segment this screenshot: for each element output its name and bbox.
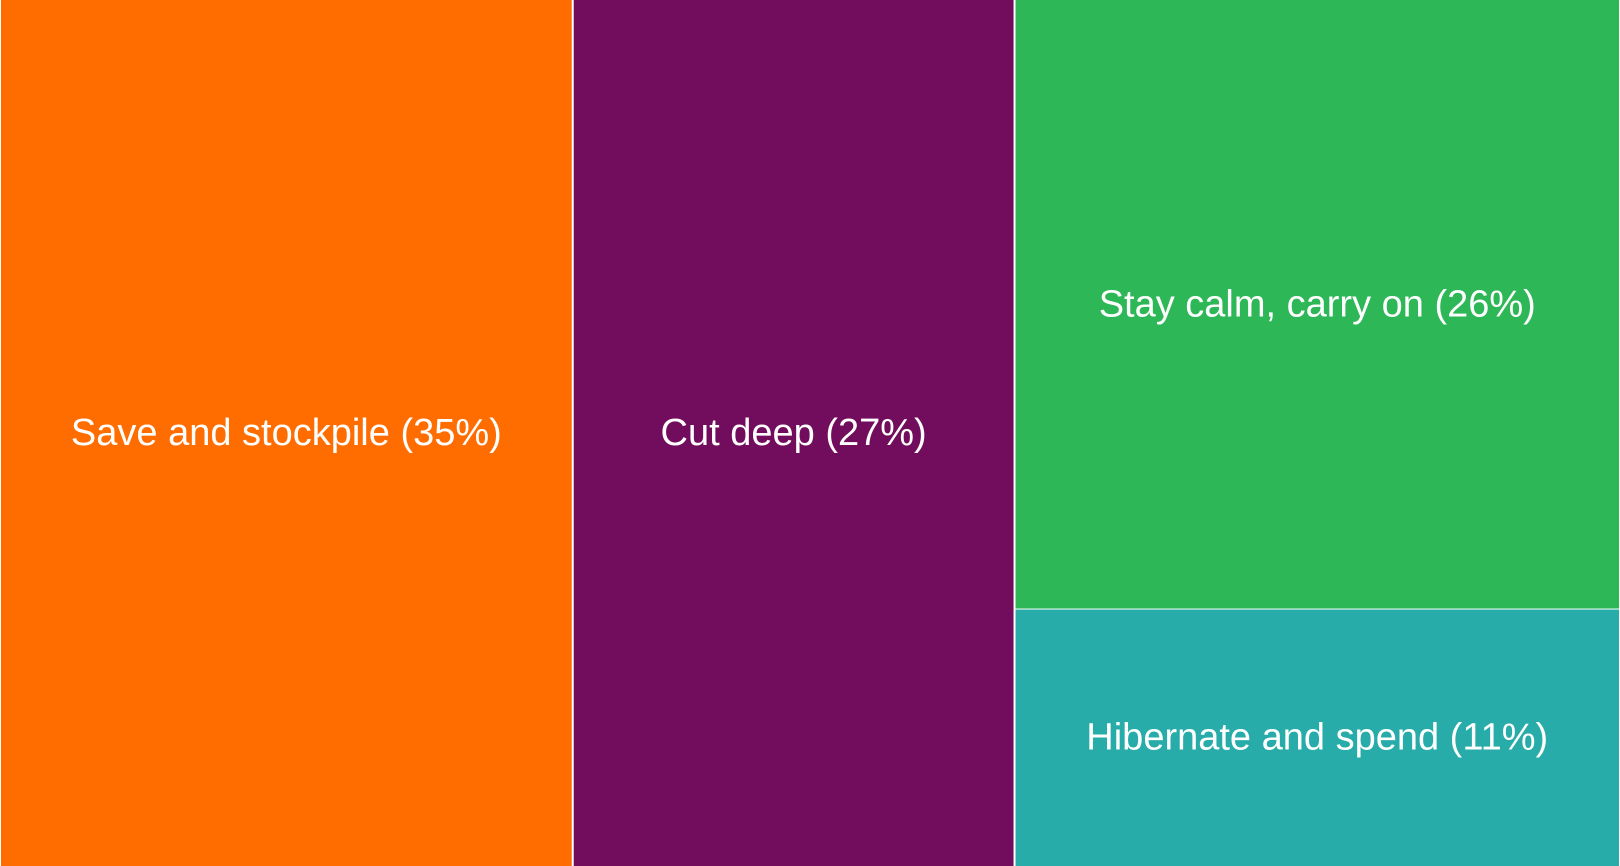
treemap-labels: Save and stockpile (35%) Cut deep (27%) St… xyxy=(71,283,1548,758)
treemap-label-stay-calm-carry-on: Stay calm, carry on (26%) xyxy=(1099,283,1536,325)
treemap-tile-hibernate-and-spend xyxy=(1015,609,1619,866)
treemap-label-cut-deep: Cut deep (27%) xyxy=(661,412,927,454)
treemap-tile-cut-deep xyxy=(573,0,1014,866)
treemap-tile-stay-calm-carry-on xyxy=(1015,0,1619,609)
treemap-tile-save-and-stockpile xyxy=(1,0,572,866)
treemap-label-save-and-stockpile: Save and stockpile (35%) xyxy=(71,412,502,454)
treemap-label-hibernate-and-spend: Hibernate and spend (11%) xyxy=(1086,716,1548,758)
